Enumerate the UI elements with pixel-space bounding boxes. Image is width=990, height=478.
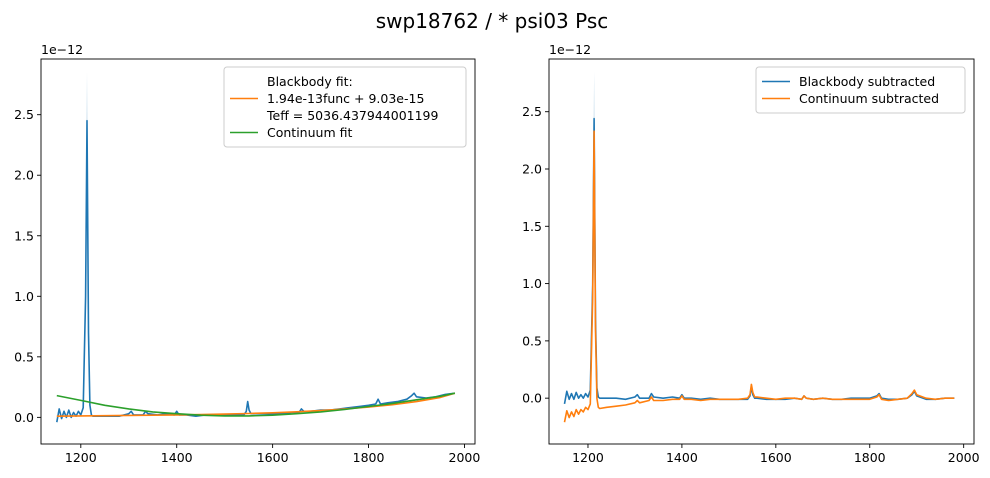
series-line-data [56,119,455,423]
x-tick-label: 1600 [257,450,289,465]
right-plot: 1200 1400 1600 1800 2000 0.0 0.5 1.0 1.5 2.0 2.5 1e… [522,42,980,465]
series-line-cont_sub [563,130,955,423]
y-tick-label: 1.5 [14,228,34,243]
y-tick-label: 1.0 [14,289,34,304]
legend: Blackbody subtracted Continuum subtracted [755,66,966,114]
figure-title: swp18762 / * psi03 Psc [376,9,609,33]
axes-frame [548,58,975,445]
legend-label-blackbody: Blackbody fit: 1.94e-13func + 9.03e-15 Tef… [266,74,439,123]
series-line-continuum [56,392,456,417]
legend-box [223,66,467,148]
left-plot: 1200 1400 1600 1800 2000 0.0 0.5 1.0 1.5 2.0 2.5 1e… [14,42,480,465]
x-tick-label: 1400 [666,450,698,465]
y-tick-label: 2.5 [14,107,34,122]
x-tick-label: 1800 [353,450,385,465]
axes-frame [40,58,476,445]
y-tick-label: 2.0 [14,168,34,183]
legend-box [755,66,966,114]
y-tick-label: 2.0 [522,162,542,177]
y-offset-label: 1e−12 [41,42,83,57]
y-tick-label: 0.0 [522,391,542,406]
x-tick-label: 1800 [854,450,886,465]
x-tick-label: 1200 [65,450,97,465]
y-tick-label: 0.5 [522,333,542,348]
legend-label-cont_sub: Continuum subtracted [799,91,939,106]
legend-label-continuum: Continuum fit [267,125,352,140]
legend-label-bb_sub: Blackbody subtracted [799,74,935,89]
x-tick-label: 1400 [161,450,193,465]
y-tick-label: 1.0 [522,276,542,291]
y-tick-label: 1.5 [522,219,542,234]
x-tick-label: 2000 [948,450,980,465]
x-tick-label: 1600 [760,450,792,465]
series-line-bb_sub [563,117,955,405]
y-tick-label: 0.5 [14,349,34,364]
legend: Blackbody fit: 1.94e-13func + 9.03e-15 Tef… [223,66,467,148]
x-tick-label: 1200 [572,450,604,465]
series-line-blackbody [56,392,456,417]
y-tick-label: 2.5 [522,104,542,119]
y-tick-label: 0.0 [14,410,34,425]
y-offset-label: 1e−12 [549,42,591,57]
x-tick-label: 2000 [449,450,481,465]
